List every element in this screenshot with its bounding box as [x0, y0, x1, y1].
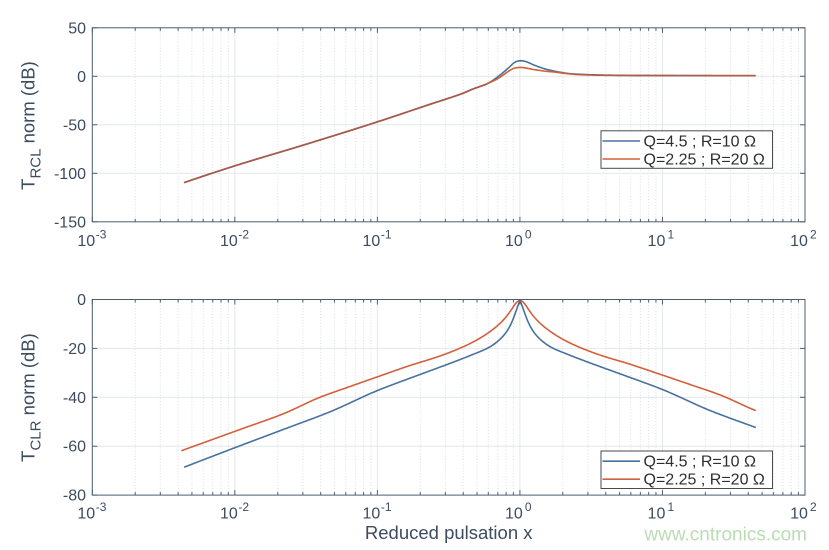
svg-text:1: 1: [667, 500, 674, 514]
svg-text:-2: -2: [238, 500, 249, 514]
svg-text:-100: -100: [54, 166, 86, 183]
svg-text:0: 0: [525, 228, 532, 242]
svg-text:10: 10: [77, 506, 95, 523]
svg-text:10: 10: [648, 233, 666, 250]
svg-text:2: 2: [810, 500, 817, 514]
svg-text:0: 0: [77, 69, 86, 86]
svg-text:-60: -60: [63, 439, 86, 456]
svg-text:-20: -20: [63, 341, 86, 358]
svg-text:-2: -2: [238, 228, 249, 242]
svg-text:Q=2.25 ; R=20 Ω: Q=2.25 ; R=20 Ω: [644, 152, 765, 169]
svg-text:-40: -40: [63, 390, 86, 407]
svg-text:Q=4.5 ; R=10 Ω: Q=4.5 ; R=10 Ω: [644, 134, 757, 151]
svg-text:-3: -3: [96, 228, 107, 242]
svg-text:10: 10: [505, 506, 523, 523]
svg-text:Q=4.5 ; R=10 Ω: Q=4.5 ; R=10 Ω: [644, 454, 757, 471]
svg-text:-1: -1: [381, 500, 392, 514]
svg-text:-50: -50: [63, 117, 86, 134]
svg-text:Reduced pulsation x: Reduced pulsation x: [365, 522, 533, 543]
svg-text:10: 10: [648, 506, 666, 523]
svg-text:10: 10: [220, 506, 238, 523]
svg-text:Q=2.25 ; R=20 Ω: Q=2.25 ; R=20 Ω: [644, 472, 765, 489]
svg-text:www.cntronics.com: www.cntronics.com: [643, 525, 807, 546]
svg-text:50: 50: [68, 20, 86, 37]
svg-text:10: 10: [362, 233, 380, 250]
svg-text:10: 10: [505, 233, 523, 250]
svg-text:-150: -150: [54, 214, 86, 231]
svg-text:0: 0: [77, 292, 86, 309]
svg-text:1: 1: [667, 228, 674, 242]
svg-text:10: 10: [220, 233, 238, 250]
svg-text:0: 0: [525, 500, 532, 514]
svg-text:-3: -3: [96, 500, 107, 514]
svg-text:10: 10: [790, 506, 808, 523]
svg-text:10: 10: [362, 506, 380, 523]
svg-text:-80: -80: [63, 488, 86, 505]
svg-text:10: 10: [77, 233, 95, 250]
svg-text:2: 2: [810, 228, 817, 242]
svg-text:-1: -1: [381, 228, 392, 242]
svg-text:10: 10: [790, 233, 808, 250]
